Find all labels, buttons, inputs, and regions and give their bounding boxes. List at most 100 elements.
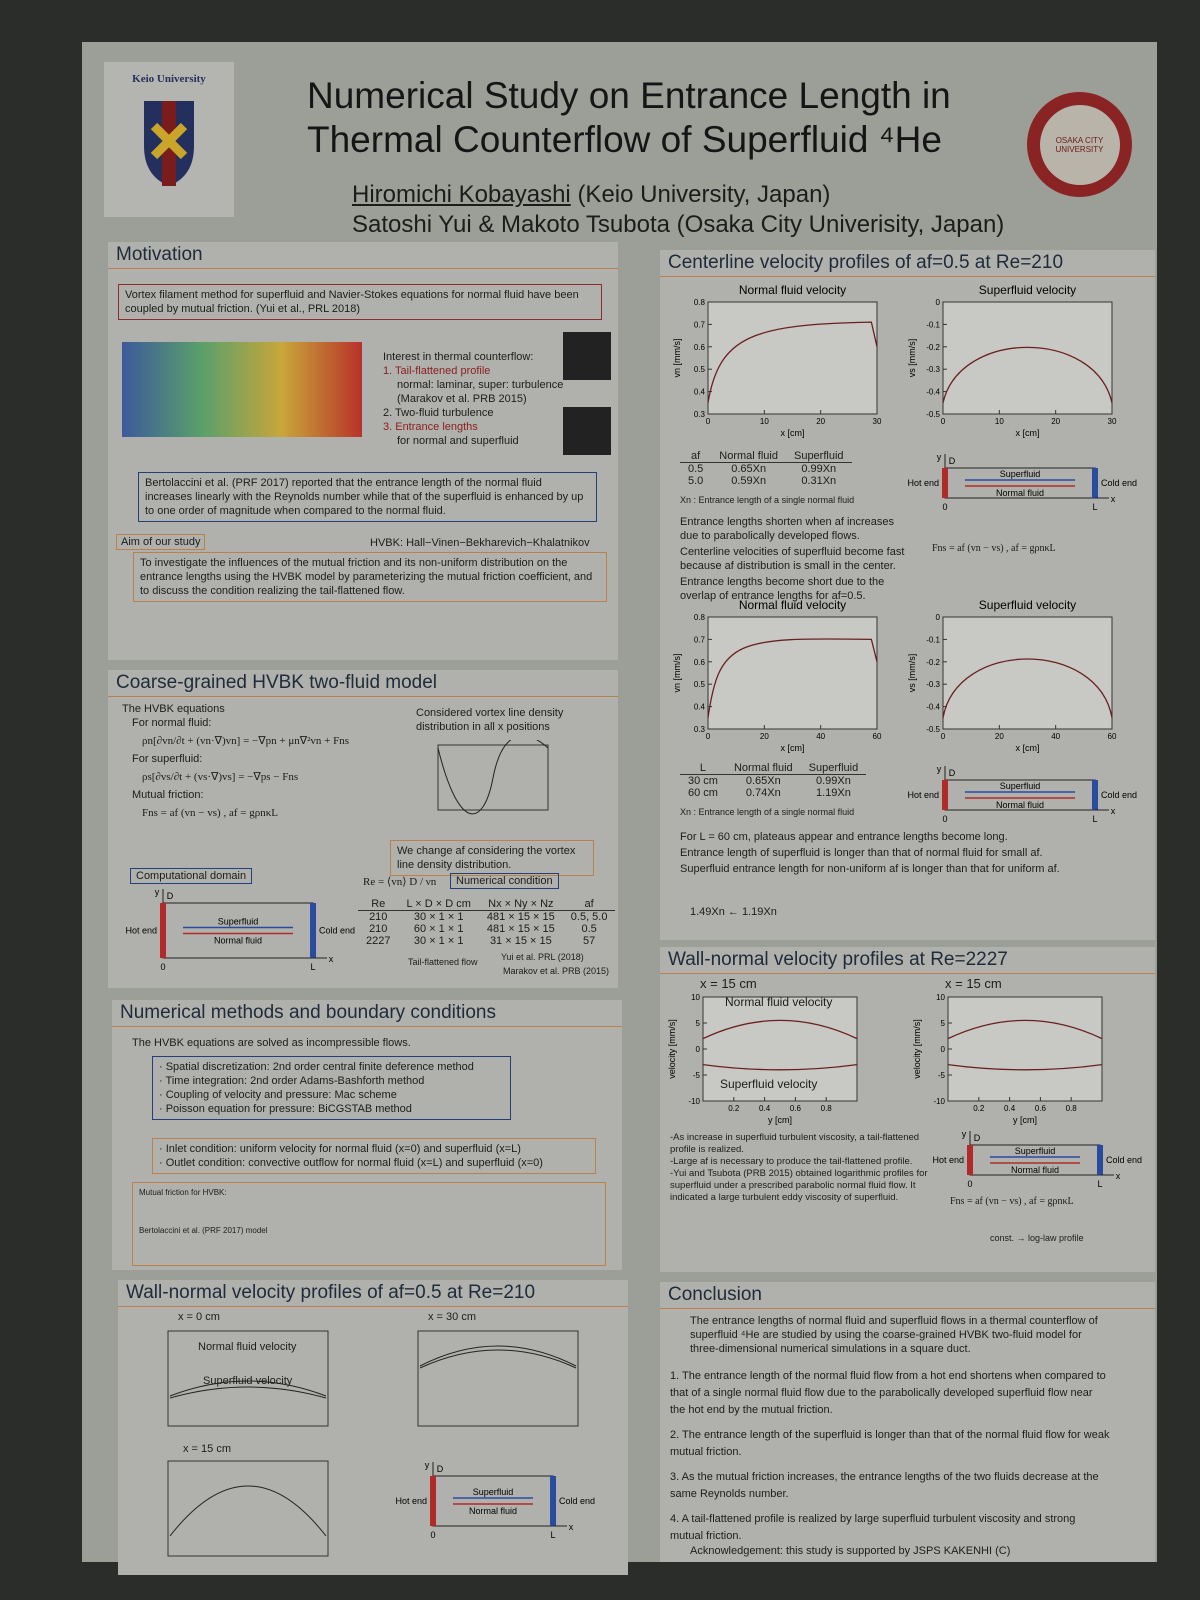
method-item: · Time integration: 2nd order Adams-Bash… bbox=[159, 1075, 425, 1087]
bc-item: · Inlet condition: uniform velocity for … bbox=[159, 1143, 521, 1155]
y-axis-label: velocity [mm/s] bbox=[667, 1019, 677, 1079]
table-cell: 1.19Xn bbox=[815, 787, 851, 799]
table-row: 0.5 0.65Xn 0.99Xn bbox=[680, 463, 852, 475]
table-cell: 30 × 1 × 1 bbox=[413, 935, 464, 947]
text: Mutual friction: bbox=[132, 789, 204, 801]
x-axis-label: x [cm] bbox=[781, 743, 805, 753]
bertolaccini-box: Bertolaccini et al. (PRF 2017) reported … bbox=[138, 472, 597, 522]
plot: Normal fluid velocity 0 20 40 60 0.3 0.4 0.5 0.6… bbox=[672, 598, 882, 753]
duct bbox=[432, 1475, 554, 1527]
section-title: Numerical methods and boundary condition… bbox=[112, 1000, 622, 1027]
cold-wall bbox=[1092, 468, 1098, 498]
bc-box: · Inlet condition: uniform velocity for … bbox=[152, 1138, 596, 1174]
table-row: 210 60 × 1 × 1 481 × 15 × 15 0.5 bbox=[358, 923, 615, 935]
y-tick-label: -0.1 bbox=[926, 320, 940, 329]
interest-list: Interest in thermal counterflow: 1. Tail… bbox=[383, 350, 583, 448]
channel-label: D bbox=[974, 1133, 981, 1143]
y-tick-label: -5 bbox=[938, 1071, 946, 1080]
channel-label: x bbox=[569, 1522, 574, 1532]
channel-label: Cold end bbox=[559, 1496, 595, 1506]
centerline: Centerline velocity profiles of af=0.5 a… bbox=[660, 250, 1155, 940]
simulation-image bbox=[122, 342, 362, 437]
table-row: L Normal fluid Superfluid bbox=[680, 762, 867, 775]
note: Xn : Entrance length of a single normal … bbox=[680, 807, 855, 817]
y-tick-label: 0.4 bbox=[694, 388, 706, 397]
text: The HVBK equations bbox=[122, 703, 225, 715]
channel-label: L bbox=[310, 962, 315, 972]
density-plot bbox=[437, 740, 549, 815]
cold-wall bbox=[1092, 780, 1098, 810]
channel-label: D bbox=[167, 891, 174, 901]
table-header: af bbox=[680, 450, 712, 463]
channel-label: 0 bbox=[160, 962, 165, 972]
y-tick-label: 0.8 bbox=[694, 613, 706, 622]
plot-label: Normal fluid velocity bbox=[725, 995, 833, 1009]
y-axis-label: vs [mm/s] bbox=[907, 339, 917, 378]
compare: 1.49Xn ← 1.19Xn bbox=[690, 906, 777, 918]
crest bbox=[144, 101, 194, 186]
channel-label: Superfluid bbox=[473, 1487, 514, 1497]
x-tick-label: 20 bbox=[1051, 417, 1060, 426]
x-tick-label: 0 bbox=[706, 417, 711, 426]
formula: Fns = af (vn − vs) , af = gρnκL bbox=[950, 1196, 1074, 1207]
channel-label: x bbox=[329, 954, 334, 964]
table-row: 2227 30 × 1 × 1 31 × 15 × 15 57 bbox=[358, 935, 615, 947]
ocu-logo: OSAKA CITY UNIVERSITY bbox=[1027, 92, 1132, 197]
channel-label: Normal fluid bbox=[214, 936, 262, 946]
text: The HVBK equations are solved as incompr… bbox=[132, 1037, 411, 1049]
position-label: x = 0 cm bbox=[178, 1311, 220, 1323]
y-tick-label: -0.5 bbox=[926, 410, 940, 419]
text: For normal fluid: bbox=[132, 717, 212, 729]
x-tick-label: 20 bbox=[760, 732, 769, 741]
bullets: -As increase in superfluid turbulent vis… bbox=[670, 1132, 940, 1204]
method-item: · Spatial discretization: 2nd order cent… bbox=[159, 1061, 474, 1073]
x-tick-label: 0.2 bbox=[973, 1104, 985, 1113]
title-line: Numerical Study on Entrance Length in bbox=[307, 75, 951, 116]
x-tick-label: 60 bbox=[873, 732, 882, 741]
channel-diagram: Superfluid Normal fluid Hot end Cold end y D 0… bbox=[907, 764, 1137, 824]
change-note: We change af considering the vortex line… bbox=[390, 840, 594, 876]
plot-title: Superfluid velocity bbox=[979, 598, 1076, 612]
aim-label: Aim of our study bbox=[116, 534, 206, 550]
note: const. → log-law profile bbox=[990, 1233, 1084, 1243]
university-left: Keio University bbox=[132, 73, 206, 85]
channel-label: 0 bbox=[942, 814, 947, 824]
text: Interest in thermal counterflow: bbox=[383, 351, 534, 363]
plot: 0.2 0.4 0.6 0.8 -10 -5 0 5 10 y [cm] velocity [mm/… bbox=[667, 993, 858, 1125]
channel-label: Hot end bbox=[907, 790, 939, 800]
y-tick-label: -10 bbox=[688, 1097, 700, 1106]
channel-label: Normal fluid bbox=[996, 800, 1044, 810]
bullet: Superfluid entrance length for non-unifo… bbox=[680, 863, 1060, 875]
plot-title: Normal fluid velocity bbox=[739, 598, 846, 612]
method-item: · Poisson equation for pressure: BiCGSTA… bbox=[159, 1103, 412, 1115]
x-axis-label: x [cm] bbox=[1016, 428, 1040, 438]
keio-logo: Keio University bbox=[104, 62, 234, 217]
profile-plot bbox=[167, 1330, 329, 1427]
presenter: Hiromichi Kobayashi bbox=[352, 181, 571, 208]
hot-wall bbox=[967, 1145, 973, 1175]
text: For superfluid: bbox=[132, 753, 203, 765]
channel-label: L bbox=[1092, 502, 1097, 512]
equation-placeholder bbox=[139, 1200, 599, 1224]
y-tick-label: 0.8 bbox=[694, 298, 706, 307]
plot-title: Superfluid velocity bbox=[979, 283, 1076, 297]
channel-diagram: Superfluid Normal fluid Hot end Cold end y D 0… bbox=[932, 1129, 1142, 1189]
table-cell: 30 × 1 × 1 bbox=[413, 911, 464, 923]
table-row: af Normal fluid Superfluid bbox=[680, 450, 852, 463]
conclusion-list: 1. The entrance length of the normal flu… bbox=[670, 1368, 1110, 1553]
note: Xn : Entrance length of a single normal … bbox=[680, 495, 855, 505]
channel-label: x bbox=[1111, 806, 1116, 816]
x-tick-label: 0 bbox=[941, 732, 946, 741]
plot-frame bbox=[702, 996, 858, 1102]
channel-label: Cold end bbox=[319, 926, 355, 936]
cold-wall bbox=[550, 1476, 556, 1526]
poster: Keio University Numerical Study on Entra… bbox=[82, 42, 1157, 1575]
conclusion-item: 1. The entrance length of the normal flu… bbox=[670, 1370, 1106, 1416]
table-cell: 5.0 bbox=[688, 475, 704, 487]
y-axis-label: vs [mm/s] bbox=[907, 654, 917, 693]
mf-box: Mutual friction for HVBK: Bertolaccini e… bbox=[132, 1182, 606, 1266]
item: normal: laminar, super: turbulence bbox=[397, 379, 564, 391]
channel-label: y bbox=[425, 1460, 430, 1470]
table-cell: 0.99Xn bbox=[801, 463, 837, 475]
re-formula: Re = ⟨vn⟩ D / νn bbox=[363, 876, 437, 888]
